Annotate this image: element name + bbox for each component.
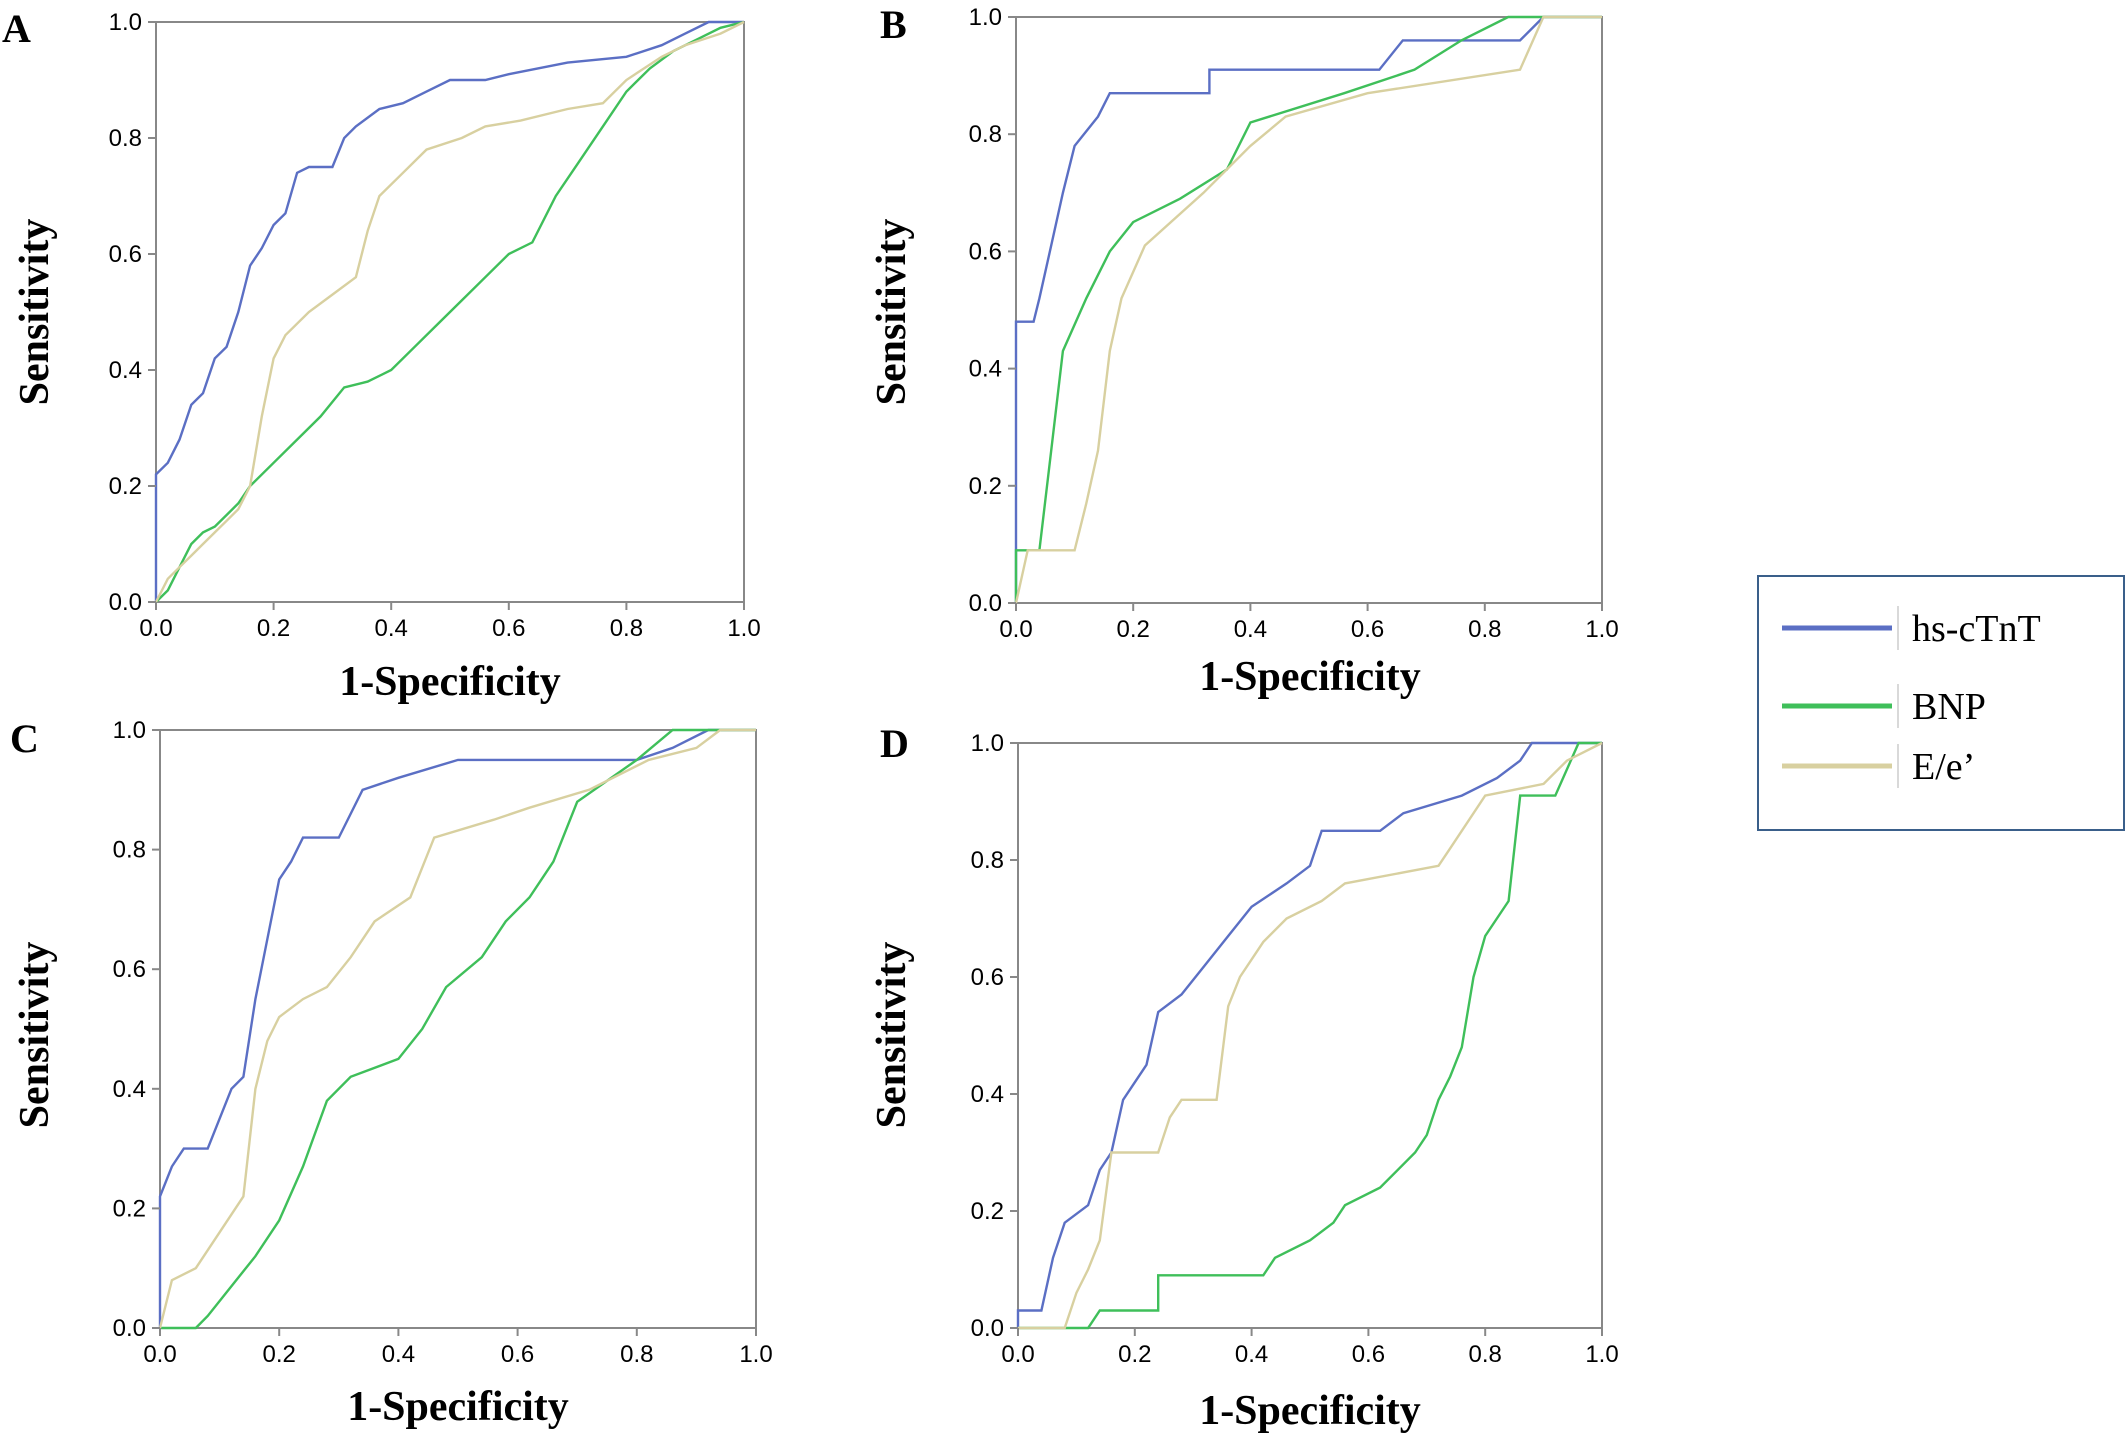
y-tick-label: 0.6	[109, 241, 142, 268]
y-tick-label: 0.0	[969, 590, 1002, 617]
x-tick-label: 0.6	[1351, 616, 1384, 643]
panel-B: 0.0 0.2 0.4 0.6 0.8 1.0 0.0 0.2 0.4 0.6 0.8 1.0 B 1-S…	[869, 2, 1619, 700]
y-tick-label: 0.4	[971, 1081, 1004, 1108]
x-tick-label: 0.8	[620, 1341, 653, 1368]
series-line-e-e-	[154, 20, 745, 603]
x-tick-label: 1.0	[1585, 616, 1618, 643]
y-tick-label: 0.4	[113, 1076, 146, 1103]
plot-frame	[1017, 742, 1603, 1329]
y-tick-label: 1.0	[971, 730, 1004, 757]
series-line-hs-ctnt	[1016, 741, 1602, 1328]
panels: 0.0 0.2 0.4 0.6 0.8 1.0 0.0 0.2 0.4 0.6 0.8 1.0 A 1-S…	[2, 2, 1619, 1434]
series-line-bnp	[1018, 741, 1602, 1330]
legend-label: hs-cTnT	[1912, 608, 2041, 650]
series-line-e-e-	[1014, 15, 1602, 604]
x-axis-title: 1-Specificity	[339, 659, 561, 705]
y-axis-title: Sensitivity	[12, 219, 58, 406]
x-tick-label: 0.6	[1352, 1341, 1385, 1368]
y-tick-label: 0.6	[113, 956, 146, 983]
y-tick-label: 0.8	[971, 847, 1004, 874]
series-line-bnp	[1014, 15, 1602, 603]
x-axis-title: 1-Specificity	[1199, 1388, 1421, 1434]
x-tick-label: 1.0	[739, 1341, 772, 1368]
series-line-bnp	[160, 728, 756, 1330]
legend-item: E/e’	[1782, 744, 1975, 788]
x-tick-label: 0.0	[1001, 1341, 1034, 1368]
series-line-e-e-	[1018, 741, 1603, 1330]
y-tick-label: 0.0	[113, 1315, 146, 1342]
x-tick-label: 0.6	[492, 615, 525, 642]
x-tick-label: 0.0	[143, 1341, 176, 1368]
x-tick-label: 0.2	[257, 615, 290, 642]
x-tick-label: 0.4	[1235, 1341, 1268, 1368]
y-axis-title: Sensitivity	[869, 219, 915, 406]
plot-frame	[159, 729, 757, 1329]
y-tick-label: 0.6	[969, 238, 1002, 265]
x-tick-label: 0.8	[1468, 616, 1501, 643]
legend: hs-cTnT BNP E/e’	[1757, 575, 2125, 831]
x-tick-label: 0.0	[999, 616, 1032, 643]
y-tick-label: 0.2	[969, 473, 1002, 500]
panel-letter: C	[10, 716, 39, 761]
legend-box	[1757, 575, 2125, 831]
y-tick-label: 0.2	[109, 473, 142, 500]
y-tick-label: 0.0	[109, 589, 142, 616]
y-tick-label: 0.6	[971, 964, 1004, 991]
y-tick-label: 1.0	[113, 717, 146, 744]
x-axis-title: 1-Specificity	[1199, 654, 1421, 700]
x-tick-label: 0.8	[610, 615, 643, 642]
y-tick-label: 0.8	[113, 837, 146, 864]
legend-items: hs-cTnT BNP E/e’	[1782, 606, 2041, 788]
panel-letter: D	[880, 721, 909, 766]
x-tick-label: 1.0	[727, 615, 760, 642]
y-tick-label: 1.0	[969, 4, 1002, 31]
x-tick-label: 0.4	[382, 1341, 415, 1368]
x-axis-title: 1-Specificity	[347, 1384, 569, 1430]
x-tick-label: 0.4	[375, 615, 408, 642]
panel-D: 0.0 0.2 0.4 0.6 0.8 1.0 0.0 0.2 0.4 0.6 0.8 1.0 D 1-S…	[869, 721, 1619, 1434]
legend-label: E/e’	[1912, 746, 1975, 788]
y-axis-title: Sensitivity	[12, 942, 58, 1129]
x-tick-label: 0.2	[263, 1341, 296, 1368]
legend-item: hs-cTnT	[1782, 606, 2041, 650]
y-tick-label: 0.2	[113, 1195, 146, 1222]
panel-letter: A	[2, 6, 31, 51]
plot-frame	[1015, 16, 1603, 604]
legend-item: BNP	[1782, 684, 1986, 728]
y-tick-label: 0.4	[109, 357, 142, 384]
y-tick-label: 0.2	[971, 1198, 1004, 1225]
y-tick-label: 0.8	[109, 125, 142, 152]
legend-label: BNP	[1912, 686, 1986, 728]
x-tick-label: 0.2	[1117, 616, 1150, 643]
series-line-e-e-	[158, 728, 756, 1329]
x-tick-label: 0.0	[139, 615, 172, 642]
panel-A: 0.0 0.2 0.4 0.6 0.8 1.0 0.0 0.2 0.4 0.6 0.8 1.0 A 1-S…	[2, 6, 761, 705]
panel-letter: B	[880, 2, 907, 47]
y-tick-label: 0.8	[969, 121, 1002, 148]
x-tick-label: 0.2	[1118, 1341, 1151, 1368]
x-tick-label: 0.6	[501, 1341, 534, 1368]
y-tick-label: 1.0	[109, 9, 142, 36]
x-tick-label: 1.0	[1585, 1341, 1618, 1368]
x-tick-label: 0.4	[1234, 616, 1267, 643]
series-line-bnp	[155, 20, 745, 603]
series-line-hs-ctnt	[158, 728, 756, 1328]
panel-C: 0.0 0.2 0.4 0.6 0.8 1.0 0.0 0.2 0.4 0.6 0.8 1.0 C 1-S…	[10, 716, 773, 1430]
y-axis-title: Sensitivity	[869, 942, 915, 1129]
y-tick-label: 0.4	[969, 356, 1002, 383]
x-tick-label: 0.8	[1469, 1341, 1502, 1368]
y-tick-label: 0.0	[971, 1315, 1004, 1342]
series-line-hs-ctnt	[154, 20, 744, 602]
